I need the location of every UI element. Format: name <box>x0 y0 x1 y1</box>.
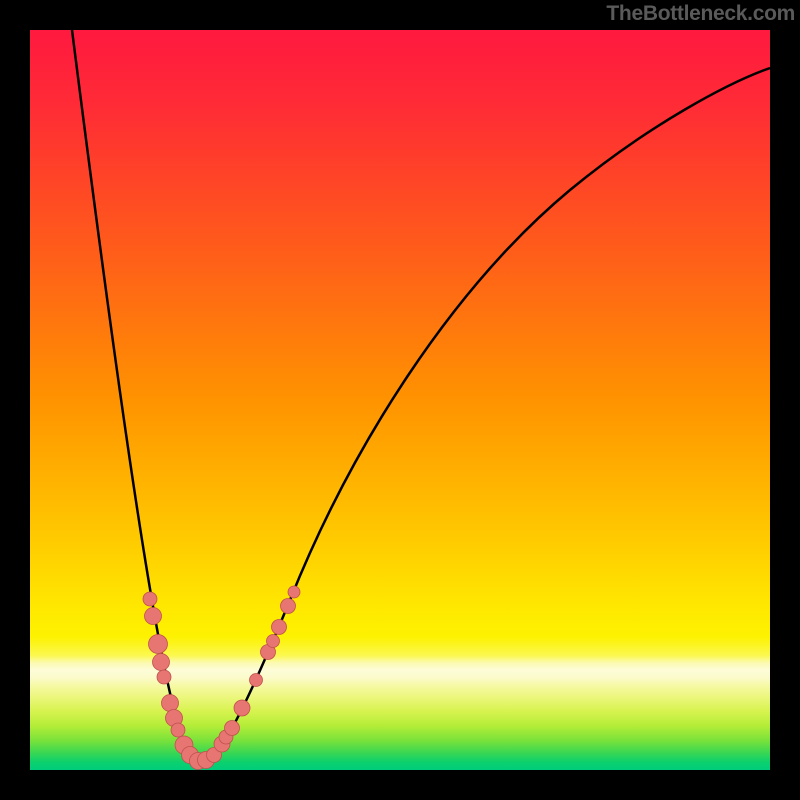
chart-container: TheBottleneck.com <box>0 0 800 800</box>
data-dot <box>162 695 179 712</box>
data-dot <box>171 723 185 737</box>
data-dot <box>225 721 240 736</box>
curve-layer <box>30 30 770 770</box>
data-dot <box>267 635 280 648</box>
data-dot <box>288 586 300 598</box>
data-dot <box>157 670 171 684</box>
data-dots <box>143 586 300 770</box>
watermark-text: TheBottleneck.com <box>606 2 795 26</box>
data-dot <box>272 620 287 635</box>
data-dot <box>153 654 170 671</box>
data-dot <box>145 608 162 625</box>
data-dot <box>250 674 263 687</box>
data-dot <box>234 700 250 716</box>
data-dot <box>149 635 168 654</box>
data-dot <box>281 599 296 614</box>
data-dot <box>143 592 157 606</box>
v-curve <box>72 30 770 762</box>
plot-area <box>30 30 770 770</box>
